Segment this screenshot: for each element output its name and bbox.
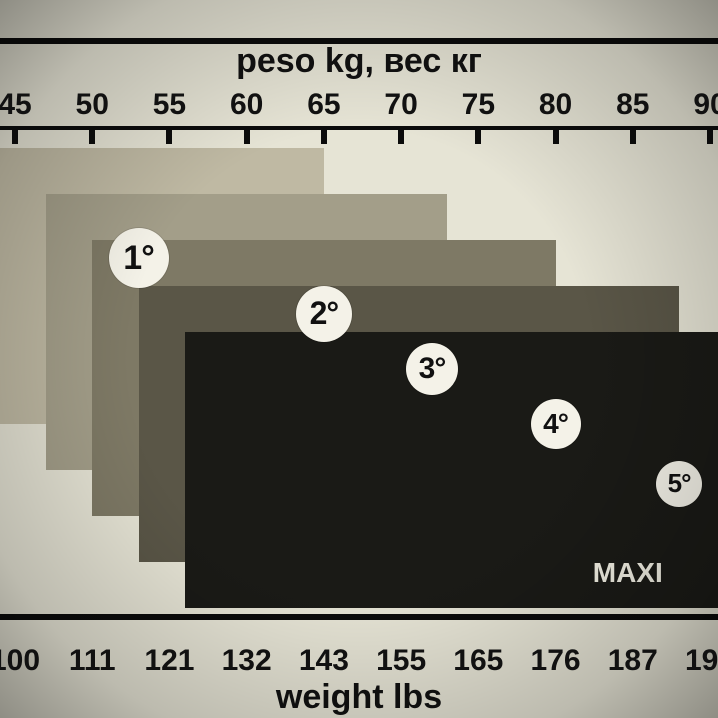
kg-tick (166, 126, 172, 144)
size-badge: 5° (656, 461, 702, 507)
lbs-tick-label: 121 (144, 644, 194, 678)
kg-tick (89, 126, 95, 144)
kg-tick (630, 126, 636, 144)
maxi-label: MAXI (593, 557, 663, 589)
axis-title-top: peso kg, вес кг (0, 42, 718, 81)
lbs-tick-label: 100 (0, 644, 40, 678)
kg-tick (475, 126, 481, 144)
kg-tick (398, 126, 404, 144)
kg-tick (553, 126, 559, 144)
kg-tick-label: 60 (230, 88, 263, 122)
kg-tick-label: 45 (0, 88, 32, 122)
lbs-tick-label: 111 (69, 644, 116, 678)
kg-tick-label: 70 (384, 88, 417, 122)
kg-tick-label: 75 (462, 88, 495, 122)
size-chart-plot: 1° 2° 3° 4° 5° MAXI (0, 148, 718, 608)
kg-tick (244, 126, 250, 144)
lbs-tick-label: 176 (531, 644, 581, 678)
kg-tick-label: 50 (76, 88, 109, 122)
size-badge: 3° (406, 343, 458, 395)
kg-tick-label: 80 (539, 88, 572, 122)
kg-tick-label: 90 (693, 88, 718, 122)
size-badge: 4° (531, 399, 581, 449)
lbs-tick-label: 143 (299, 644, 349, 678)
lbs-tick-label: 165 (453, 644, 503, 678)
lbs-tick-label: 187 (608, 644, 658, 678)
size-badge: 2° (296, 286, 352, 342)
kg-tick (12, 126, 18, 144)
lbs-tick-label: 132 (222, 644, 272, 678)
kg-tick-label: 55 (153, 88, 186, 122)
kg-axis-line (0, 126, 718, 130)
kg-tick-label: 85 (616, 88, 649, 122)
kg-tick (707, 126, 713, 144)
kg-tick (321, 126, 327, 144)
size-badge: 1° (109, 228, 169, 288)
kg-tick-label: 65 (307, 88, 340, 122)
lbs-tick-label: 155 (376, 644, 426, 678)
axis-title-bottom: weight lbs (0, 678, 718, 717)
lbs-tick-label: 198 (685, 644, 718, 678)
